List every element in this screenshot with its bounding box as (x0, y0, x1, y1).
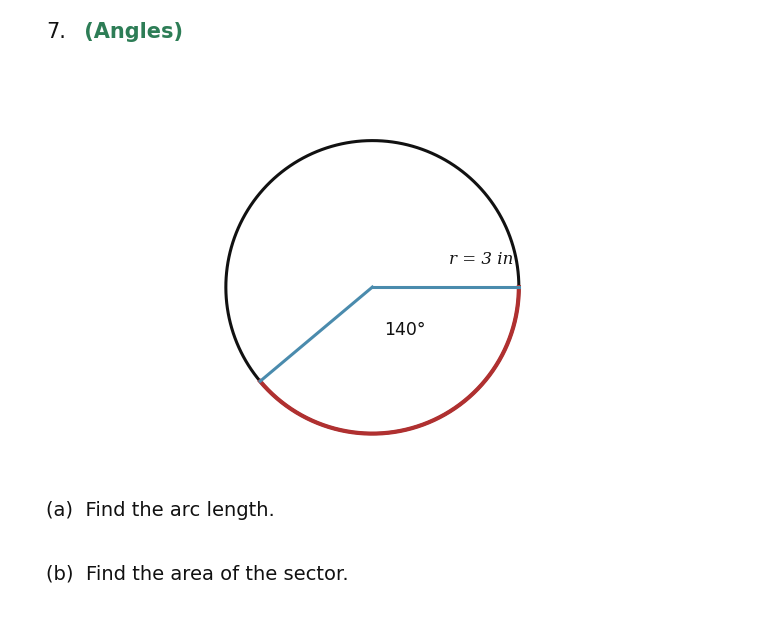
Text: 140°: 140° (385, 322, 426, 339)
Text: (b)  Find the area of the sector.: (b) Find the area of the sector. (46, 565, 349, 584)
Text: (a)  Find the arc length.: (a) Find the arc length. (46, 501, 276, 520)
Text: (Angles): (Angles) (77, 22, 183, 42)
Text: 7.: 7. (46, 22, 67, 42)
Text: r = 3 in: r = 3 in (449, 251, 513, 268)
